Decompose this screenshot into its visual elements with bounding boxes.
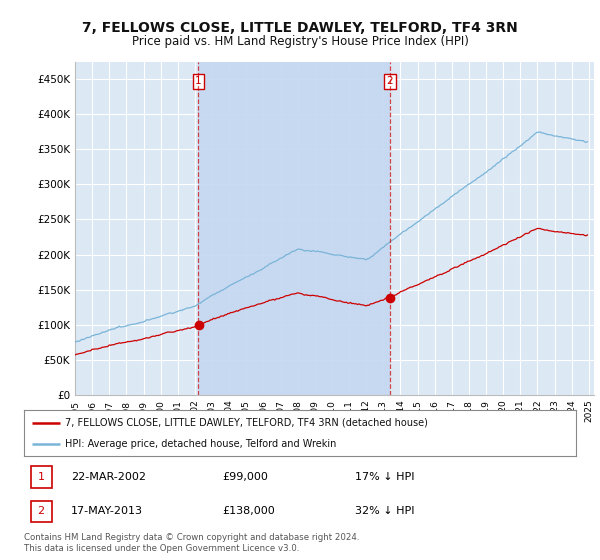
Text: 2: 2 — [386, 76, 393, 86]
Text: 22-MAR-2002: 22-MAR-2002 — [71, 472, 146, 482]
Text: £138,000: £138,000 — [223, 506, 275, 516]
Text: 2: 2 — [38, 506, 44, 516]
Text: 1: 1 — [38, 472, 44, 482]
Text: Price paid vs. HM Land Registry's House Price Index (HPI): Price paid vs. HM Land Registry's House … — [131, 35, 469, 48]
FancyBboxPatch shape — [31, 466, 52, 488]
FancyBboxPatch shape — [31, 501, 52, 522]
Text: £99,000: £99,000 — [223, 472, 269, 482]
Text: 32% ↓ HPI: 32% ↓ HPI — [355, 506, 415, 516]
Text: 7, FELLOWS CLOSE, LITTLE DAWLEY, TELFORD, TF4 3RN: 7, FELLOWS CLOSE, LITTLE DAWLEY, TELFORD… — [82, 21, 518, 35]
Text: Contains HM Land Registry data © Crown copyright and database right 2024.
This d: Contains HM Land Registry data © Crown c… — [24, 533, 359, 553]
Bar — [199, 62, 390, 395]
Text: 17% ↓ HPI: 17% ↓ HPI — [355, 472, 415, 482]
Text: 1: 1 — [195, 76, 202, 86]
Text: 17-MAY-2013: 17-MAY-2013 — [71, 506, 143, 516]
Text: 7, FELLOWS CLOSE, LITTLE DAWLEY, TELFORD, TF4 3RN (detached house): 7, FELLOWS CLOSE, LITTLE DAWLEY, TELFORD… — [65, 418, 428, 428]
Text: HPI: Average price, detached house, Telford and Wrekin: HPI: Average price, detached house, Telf… — [65, 439, 337, 449]
